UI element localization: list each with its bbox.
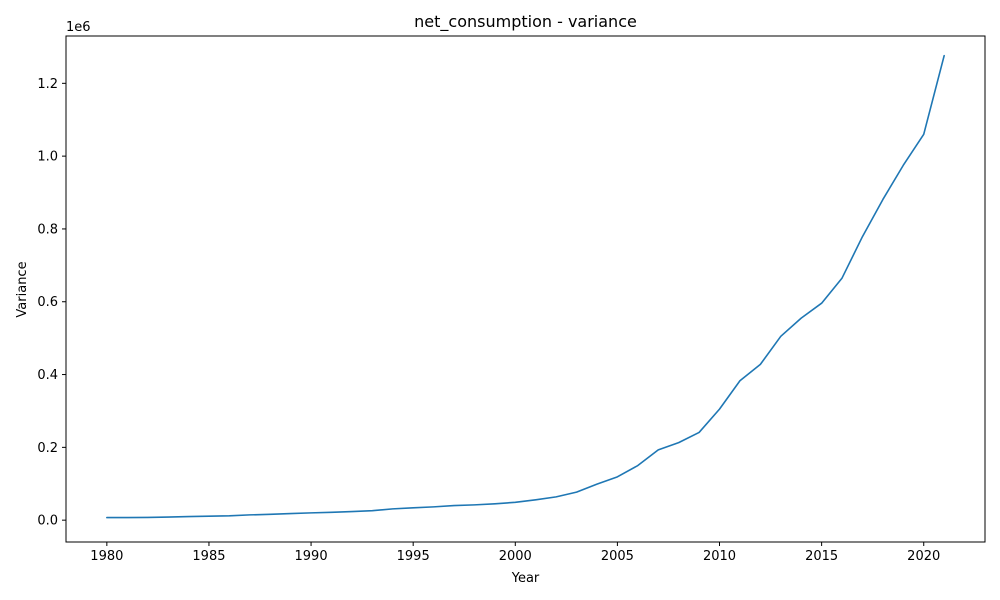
x-tick-label: 2015: [805, 549, 838, 564]
y-tick-label: 0.6: [37, 295, 58, 310]
x-tick-label: 1990: [295, 549, 328, 564]
x-tick-label: 1995: [397, 549, 430, 564]
x-axis-ticks: 1980 1985 1990 1995 2000 2005 2010 2015 2020: [90, 542, 940, 564]
x-tick-label: 2010: [703, 549, 736, 564]
x-tick-label: 1980: [90, 549, 123, 564]
x-tick-label: 2005: [601, 549, 634, 564]
axes-frame: [65, 35, 986, 543]
y-tick-label: 1.2: [37, 77, 58, 92]
y-tick-label: 0.4: [37, 368, 58, 383]
y-tick-label: 1.0: [37, 150, 58, 165]
y-tick-label: 0.0: [37, 514, 58, 529]
plot-area: [65, 35, 986, 543]
chart-title: net_consumption - variance: [414, 12, 637, 32]
y-axis-label: Variance: [15, 261, 30, 317]
y-tick-label: 0.2: [37, 441, 58, 456]
series-line-0: [106, 54, 945, 519]
y-axis-ticks: 0.0 0.2 0.4 0.6 0.8 1.0 1.2: [37, 77, 66, 529]
x-axis-label: Year: [511, 571, 540, 586]
y-axis-offset-label: 1e6: [66, 20, 91, 35]
x-tick-label: 2020: [907, 549, 940, 564]
x-tick-label: 2000: [499, 549, 532, 564]
y-tick-label: 0.8: [37, 222, 58, 237]
x-tick-label: 1985: [192, 549, 225, 564]
